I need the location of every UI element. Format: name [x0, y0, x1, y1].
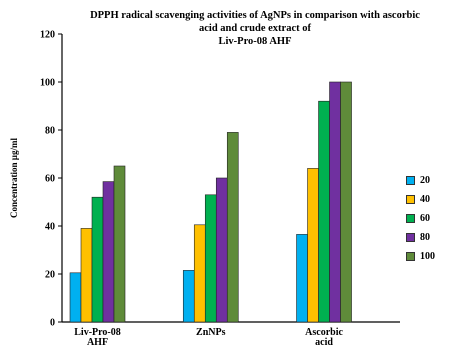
x-category-label: Liv-Pro-08: [74, 327, 120, 338]
chart-title-line-3: Liv-Pro-08 AHF: [218, 36, 292, 47]
bar-60-0: [91, 196, 104, 323]
bar-20-1: [182, 270, 195, 323]
legend-item: 100: [406, 247, 435, 266]
bar-60-2: [318, 100, 330, 323]
legend-swatch: [406, 195, 415, 204]
legend-label: 80: [420, 232, 430, 243]
legend-label: 100: [420, 251, 435, 262]
y-tick-label: 20: [45, 270, 55, 281]
x-category-label: Ascorbic: [305, 327, 343, 338]
legend-item: 20: [406, 171, 435, 190]
bar-40-1: [193, 224, 206, 323]
x-category-label: ZnNPs: [196, 327, 226, 338]
bar-40-2: [307, 168, 319, 323]
legend-swatch: [406, 233, 415, 242]
bar-100-0: [113, 165, 126, 323]
bar-40-0: [80, 228, 93, 323]
bar-80-2: [329, 81, 341, 323]
y-tick-label: 0: [50, 318, 55, 329]
bar-80-0: [102, 181, 115, 323]
x-category-label: AHF: [87, 337, 108, 347]
x-category-label: acid: [315, 337, 333, 347]
legend-label: 60: [420, 213, 430, 224]
legend-label: 20: [420, 175, 430, 186]
bar-100-1: [226, 132, 239, 323]
legend-swatch: [406, 252, 415, 261]
bar-60-1: [204, 194, 217, 323]
legend-item: 60: [406, 209, 435, 228]
legend-item: 40: [406, 190, 435, 209]
y-tick-label: 40: [45, 222, 55, 233]
y-tick-label: 120: [40, 30, 55, 41]
bar-20-2: [296, 234, 308, 323]
bar-20-0: [69, 272, 82, 323]
bar-80-1: [215, 177, 228, 323]
y-tick-label: 80: [45, 126, 55, 137]
chart-title-line-1: DPPH radical scavenging activities of Ag…: [90, 10, 420, 21]
chart-legend: 20 40 60 80 100: [406, 171, 435, 266]
legend-swatch: [406, 214, 415, 223]
bar-100-2: [340, 81, 352, 323]
legend-swatch: [406, 176, 415, 185]
y-tick-label: 100: [40, 78, 55, 89]
legend-item: 80: [406, 228, 435, 247]
y-tick-label: 60: [45, 174, 55, 185]
legend-label: 40: [420, 194, 430, 205]
chart-title-line-2: acid and crude extract of: [199, 23, 311, 34]
